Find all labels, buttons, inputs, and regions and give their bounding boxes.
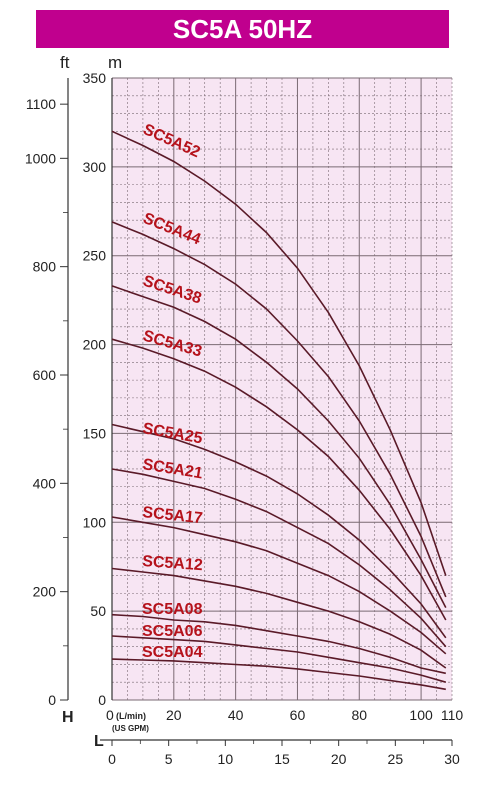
x-tick-label-gpm: 30: [444, 751, 460, 767]
series-line-sc5a06: [111, 635, 447, 683]
x-tick-label-gpm: 25: [388, 751, 404, 767]
series-label-sc5a04: SC5A04: [142, 644, 203, 661]
x-tick-label-lmin: 60: [290, 707, 306, 723]
y-tick-label-m: 350: [83, 70, 107, 86]
series-line-sc5a25: [111, 423, 447, 639]
y-tick-label-ft: 400: [33, 475, 57, 491]
x-unit-label-gpm: (US GPM): [112, 724, 149, 733]
series-label-sc5a17: SC5A17: [142, 504, 204, 527]
x-tick-label-lmin: 80: [351, 707, 367, 723]
y-tick-label-ft: 800: [33, 259, 57, 275]
y-unit-label-m: m: [108, 53, 122, 72]
y-tick-label-ft: 1100: [26, 96, 56, 112]
series-line-sc5a38: [111, 285, 447, 608]
x-tick-label-lmin: 100: [409, 707, 433, 723]
y-tick-label-ft: 1000: [25, 150, 56, 166]
series-label-sc5a12: SC5A12: [142, 553, 204, 574]
y-tick-label-m: 300: [83, 159, 107, 175]
x-tick-label-gpm: 15: [274, 751, 290, 767]
plot-area: [112, 78, 452, 700]
series-line-sc5a04: [111, 658, 446, 691]
curves: [111, 130, 447, 691]
series-label-sc5a06: SC5A06: [142, 623, 203, 640]
tick-labels: 050100150200250300350m020040060080010001…: [25, 53, 464, 767]
y-unit-label-ft: ft: [60, 53, 70, 72]
x-tick-label-gpm: 5: [165, 751, 173, 767]
series-line-sc5a52: [111, 130, 447, 576]
y-tick-label-ft: 0: [48, 692, 56, 708]
y-tick-label-m: 200: [83, 337, 107, 353]
series-line-sc5a33: [111, 338, 447, 621]
y-tick-label-ft: 200: [33, 584, 57, 600]
x-unit-label-lmin: (L/min): [116, 711, 146, 721]
series-line-sc5a08: [111, 613, 446, 675]
y-axis-letter: H: [62, 709, 74, 726]
series-line-sc5a17: [111, 516, 447, 655]
y-tick-label-m: 50: [90, 603, 106, 619]
y-tick-label-m: 250: [83, 248, 107, 264]
x-tick-label-lmin: 110: [441, 707, 464, 723]
x-tick-label-lmin: 0: [106, 707, 114, 723]
series-label-sc5a08: SC5A08: [142, 601, 203, 618]
x-axis-letter: L: [94, 733, 104, 750]
series-line-sc5a44: [111, 221, 447, 598]
y-tick-label-ft: 600: [33, 367, 57, 383]
x-tick-label-lmin: 40: [228, 707, 244, 723]
chart-title: SC5A 50HZ: [36, 10, 449, 48]
x-tick-label-gpm: 20: [331, 751, 347, 767]
series-line-sc5a21: [111, 468, 447, 648]
x-tick-label-lmin: 20: [166, 707, 182, 723]
y-tick-label-m: 150: [83, 425, 107, 441]
y-tick-label-m: 0: [98, 692, 106, 708]
x-tick-label-gpm: 10: [218, 751, 234, 767]
x-tick-label-gpm: 0: [108, 751, 116, 767]
series-line-sc5a12: [111, 567, 447, 669]
y-tick-label-m: 100: [83, 514, 107, 530]
